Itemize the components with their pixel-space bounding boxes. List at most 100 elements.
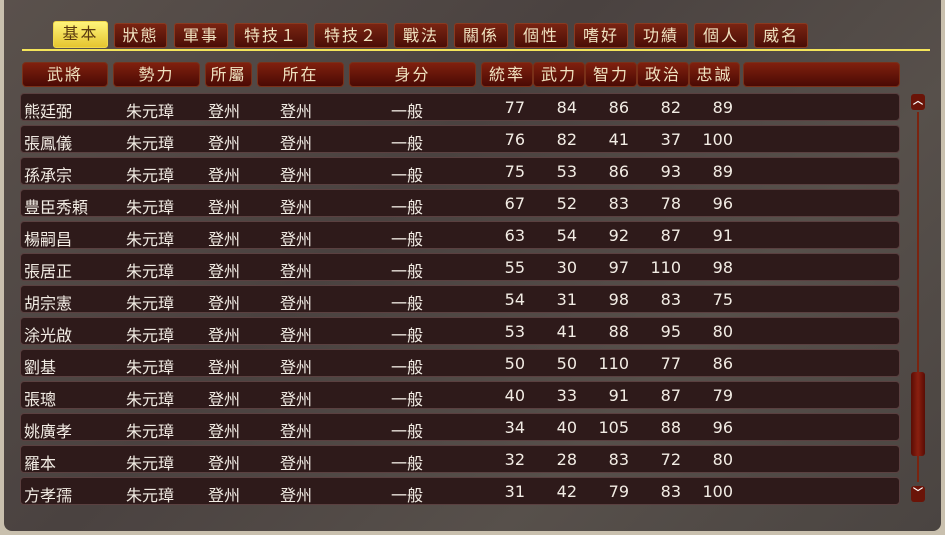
officer-name-cell: 涂光啟 xyxy=(24,326,73,345)
location-cell: 登州 xyxy=(280,294,313,313)
location-cell: 登州 xyxy=(280,390,313,409)
column-header-5[interactable]: 統率 xyxy=(481,62,533,87)
intelligence-cell: 105 xyxy=(598,418,629,437)
status-cell: 一般 xyxy=(391,326,424,345)
scrollbar[interactable]: ︿ ﹀ xyxy=(911,94,925,504)
officer-name-cell: 張鳳儀 xyxy=(24,134,73,153)
tab-5[interactable]: 戰法 xyxy=(394,23,448,48)
scrollbar-track[interactable] xyxy=(917,112,919,482)
table-row[interactable]: 豊臣秀頼 朱元璋 登州 登州 一般 67 52 83 78 96 xyxy=(20,189,900,217)
leadership-cell: 55 xyxy=(504,258,525,277)
leadership-cell: 77 xyxy=(504,98,525,117)
officer-name-cell: 姚廣孝 xyxy=(24,422,73,441)
intelligence-cell: 86 xyxy=(608,162,629,181)
status-cell: 一般 xyxy=(391,390,424,409)
loyalty-cell: 89 xyxy=(712,162,733,181)
leadership-cell: 34 xyxy=(504,418,525,437)
column-header-9[interactable]: 忠誠 xyxy=(689,62,740,87)
officer-name-cell: 豊臣秀頼 xyxy=(24,198,89,217)
intelligence-cell: 98 xyxy=(608,290,629,309)
table-row[interactable]: 羅本 朱元璋 登州 登州 一般 32 28 83 72 80 xyxy=(20,445,900,473)
tab-2[interactable]: 軍事 xyxy=(174,23,228,48)
column-header-3[interactable]: 所在 xyxy=(257,62,344,87)
leadership-cell: 54 xyxy=(504,290,525,309)
war-cell: 52 xyxy=(556,194,577,213)
intelligence-cell: 110 xyxy=(598,354,629,373)
tab-6[interactable]: 關係 xyxy=(454,23,508,48)
officer-name-cell: 孫承宗 xyxy=(24,166,73,185)
tab-10[interactable]: 個人 xyxy=(694,23,748,48)
status-cell: 一般 xyxy=(391,358,424,377)
leadership-cell: 76 xyxy=(504,130,525,149)
table-row[interactable]: 孫承宗 朱元璋 登州 登州 一般 75 53 86 93 89 xyxy=(20,157,900,185)
tab-9[interactable]: 功績 xyxy=(634,23,688,48)
location-cell: 登州 xyxy=(280,166,313,185)
intelligence-cell: 83 xyxy=(608,194,629,213)
chevron-down-icon[interactable]: ﹀ xyxy=(911,486,925,502)
table-row[interactable]: 姚廣孝 朱元璋 登州 登州 一般 34 40 105 88 96 xyxy=(20,413,900,441)
location-cell: 登州 xyxy=(280,454,313,473)
loyalty-cell: 100 xyxy=(702,482,733,501)
affiliation-cell: 登州 xyxy=(208,486,241,505)
war-cell: 84 xyxy=(556,98,577,117)
force-cell: 朱元璋 xyxy=(126,454,175,473)
leadership-cell: 40 xyxy=(504,386,525,405)
affiliation-cell: 登州 xyxy=(208,294,241,313)
loyalty-cell: 79 xyxy=(712,386,733,405)
officer-name-cell: 楊嗣昌 xyxy=(24,230,73,249)
location-cell: 登州 xyxy=(280,230,313,249)
force-cell: 朱元璋 xyxy=(126,486,175,505)
war-cell: 50 xyxy=(556,354,577,373)
leadership-cell: 53 xyxy=(504,322,525,341)
intelligence-cell: 97 xyxy=(608,258,629,277)
leadership-cell: 50 xyxy=(504,354,525,373)
war-cell: 53 xyxy=(556,162,577,181)
column-header-6[interactable]: 武力 xyxy=(533,62,585,87)
loyalty-cell: 75 xyxy=(712,290,733,309)
table-row[interactable]: 涂光啟 朱元璋 登州 登州 一般 53 41 88 95 80 xyxy=(20,317,900,345)
tab-11[interactable]: 威名 xyxy=(754,23,808,48)
chevron-up-icon[interactable]: ︿ xyxy=(911,94,925,110)
column-header-10[interactable] xyxy=(743,62,900,87)
table-row[interactable]: 方孝孺 朱元璋 登州 登州 一般 31 42 79 83 100 xyxy=(20,477,900,505)
war-cell: 41 xyxy=(556,322,577,341)
loyalty-cell: 96 xyxy=(712,194,733,213)
tab-4[interactable]: 特技２ xyxy=(314,23,388,48)
column-header-8[interactable]: 政治 xyxy=(637,62,689,87)
table-row[interactable]: 張璁 朱元璋 登州 登州 一般 40 33 91 87 79 xyxy=(20,381,900,409)
tab-8[interactable]: 嗜好 xyxy=(574,23,628,48)
war-cell: 31 xyxy=(556,290,577,309)
column-header-4[interactable]: 身分 xyxy=(349,62,476,87)
table-row[interactable]: 張居正 朱元璋 登州 登州 一般 55 30 97 110 98 xyxy=(20,253,900,281)
scrollbar-thumb[interactable] xyxy=(911,372,925,456)
politics-cell: 77 xyxy=(660,354,681,373)
tab-3[interactable]: 特技１ xyxy=(234,23,308,48)
table-row[interactable]: 熊廷弼 朱元璋 登州 登州 一般 77 84 86 82 89 xyxy=(20,93,900,121)
officer-name-cell: 劉基 xyxy=(24,358,57,377)
officer-name-cell: 方孝孺 xyxy=(24,486,73,505)
table-row[interactable]: 劉基 朱元璋 登州 登州 一般 50 50 110 77 86 xyxy=(20,349,900,377)
politics-cell: 88 xyxy=(660,418,681,437)
officer-name-cell: 張璁 xyxy=(24,390,57,409)
tab-1[interactable]: 狀態 xyxy=(114,23,167,48)
column-header-2[interactable]: 所屬 xyxy=(205,62,252,87)
table-row[interactable]: 楊嗣昌 朱元璋 登州 登州 一般 63 54 92 87 91 xyxy=(20,221,900,249)
war-cell: 40 xyxy=(556,418,577,437)
table-row[interactable]: 張鳳儀 朱元璋 登州 登州 一般 76 82 41 37 100 xyxy=(20,125,900,153)
status-cell: 一般 xyxy=(391,166,424,185)
table-row[interactable]: 胡宗憲 朱元璋 登州 登州 一般 54 31 98 83 75 xyxy=(20,285,900,313)
loyalty-cell: 80 xyxy=(712,450,733,469)
column-header-7[interactable]: 智力 xyxy=(585,62,637,87)
column-header-1[interactable]: 勢力 xyxy=(113,62,200,87)
status-cell: 一般 xyxy=(391,134,424,153)
leadership-cell: 32 xyxy=(504,450,525,469)
officer-name-cell: 熊廷弼 xyxy=(24,102,73,121)
force-cell: 朱元璋 xyxy=(126,102,175,121)
column-header-0[interactable]: 武將 xyxy=(22,62,108,87)
affiliation-cell: 登州 xyxy=(208,198,241,217)
location-cell: 登州 xyxy=(280,486,313,505)
war-cell: 54 xyxy=(556,226,577,245)
force-cell: 朱元璋 xyxy=(126,166,175,185)
tab-0[interactable]: 基本 xyxy=(53,21,108,48)
tab-7[interactable]: 個性 xyxy=(514,23,568,48)
